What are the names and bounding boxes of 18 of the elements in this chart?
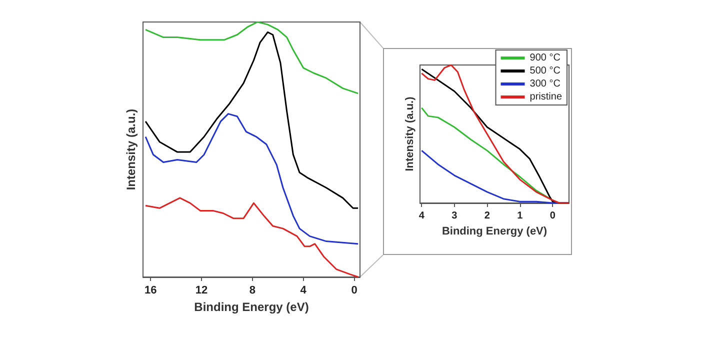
x-tick-label: 3 (452, 210, 458, 222)
x-tick-label: 0 (351, 284, 358, 296)
x-tick-label: 16 (144, 284, 157, 296)
y-axis-title: Intensity (a.u.) (404, 96, 416, 172)
x-tick-label: 12 (195, 284, 208, 296)
x-tick-label: 2 (484, 210, 490, 222)
legend-label: 900 °C (530, 52, 560, 64)
x-tick-label: 4 (418, 210, 425, 222)
legend-label: pristine (530, 92, 562, 102)
legend-label: 300 °C (530, 78, 560, 90)
y-axis-title: Intensity (a.u.) (124, 108, 138, 190)
legend-label: 500 °C (530, 66, 560, 76)
x-tick-label: 8 (249, 284, 256, 296)
x-tick-label: 4 (300, 284, 308, 296)
x-tick-label: 0 (550, 210, 556, 222)
x-tick-label: 1 (517, 210, 524, 222)
x-axis-title: Binding Energy (eV) (194, 300, 309, 314)
x-axis-title: Binding Energy (eV) (442, 225, 548, 238)
